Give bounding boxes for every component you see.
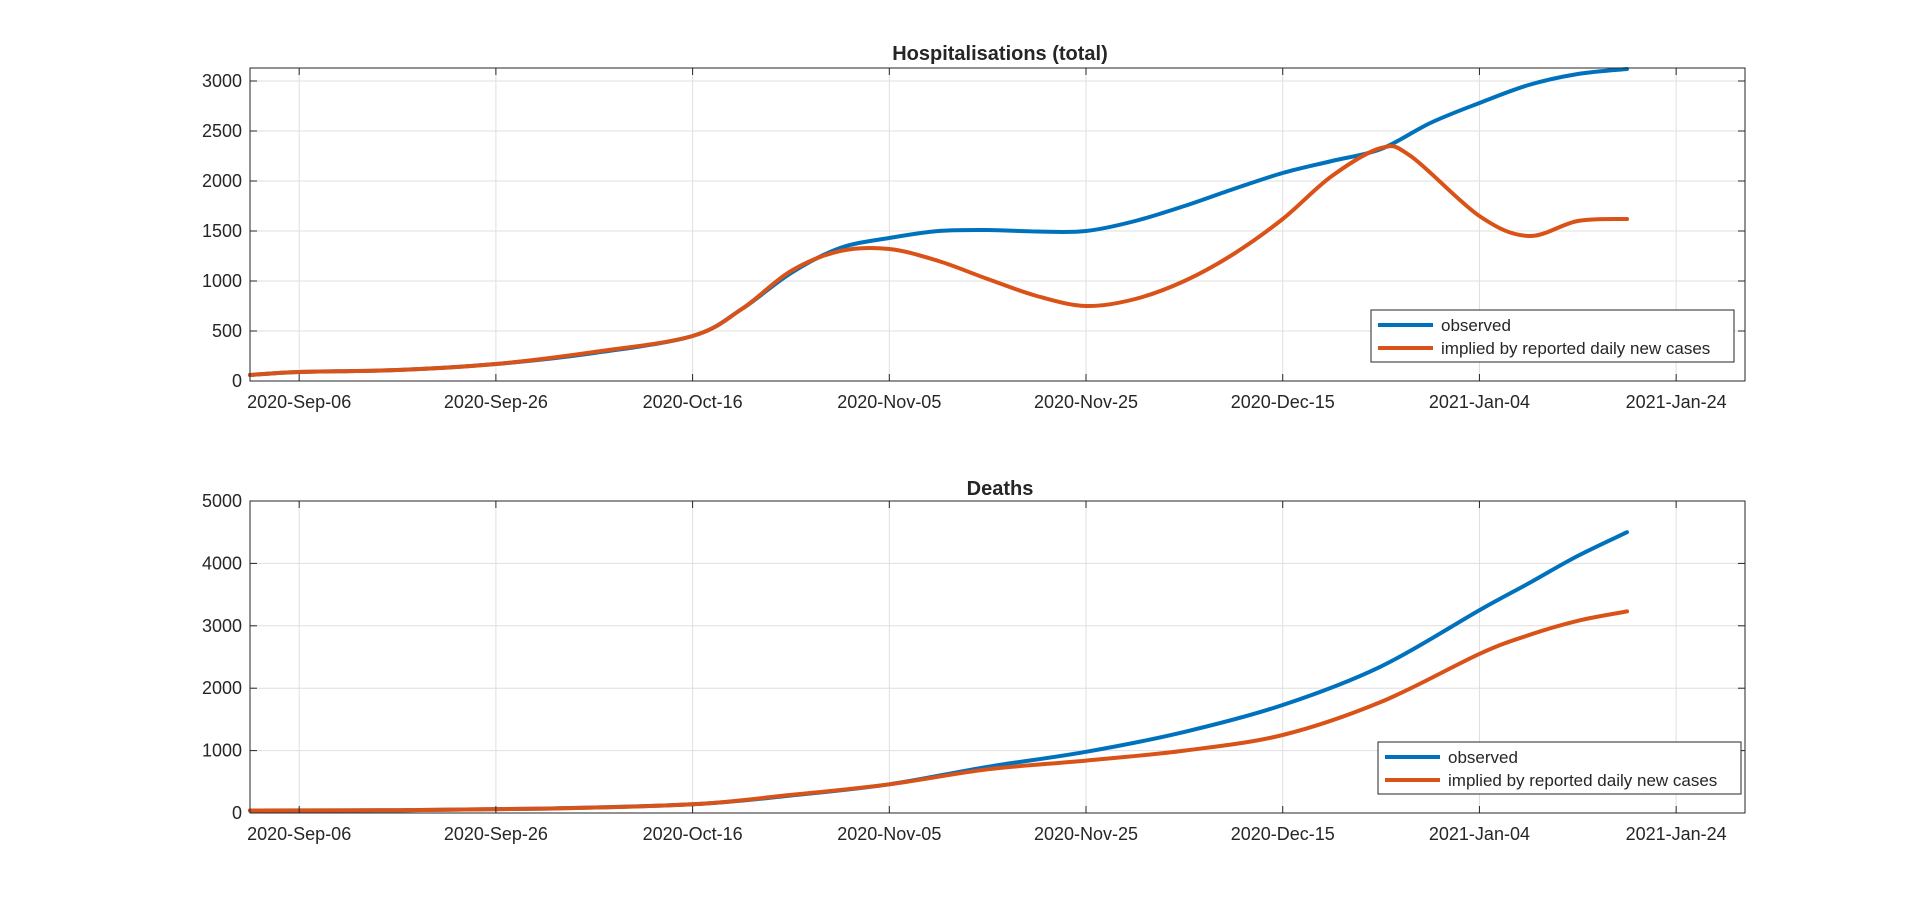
hospitalisations-x-tick-label: 2020-Nov-25 — [1034, 392, 1138, 412]
hospitalisations-x-tick-label: 2020-Sep-26 — [444, 392, 548, 412]
deaths-y-tick-label: 5000 — [202, 491, 242, 511]
hospitalisations-x-tick-label: 2020-Nov-05 — [837, 392, 941, 412]
legend-observed-label: observed — [1441, 316, 1511, 335]
hospitalisations-y-tick-label: 1000 — [202, 271, 242, 291]
hospitalisations-x-tick-label: 2021-Jan-24 — [1626, 392, 1727, 412]
hospitalisations-y-tick-label: 2000 — [202, 171, 242, 191]
deaths-x-tick-label: 2021-Jan-24 — [1626, 824, 1727, 844]
deaths-y-tick-label: 1000 — [202, 741, 242, 761]
hospitalisations-axes-box — [249, 67, 1746, 382]
legend-observed-label: observed — [1448, 748, 1518, 767]
deaths-x-tick-label: 2020-Oct-16 — [643, 824, 743, 844]
chart-title-hospitalisations: Hospitalisations (total) — [892, 43, 1108, 65]
deaths-lines — [248, 530, 1629, 813]
deaths-x-tick-label: 2020-Sep-06 — [247, 824, 351, 844]
hospitalisations-chart: Hospitalisations (total) 2020-Sep-06 2020… — [202, 43, 1746, 412]
hospitalisations-legend-box — [1370, 309, 1735, 363]
deaths-chart: Deaths 2020-Sep-06 2020-Sep-26 2020-Oct-16… — [202, 478, 1746, 844]
deaths-series-implied-line — [248, 609, 1629, 813]
deaths-y-tick-label: 3000 — [202, 616, 242, 636]
hospitalisations-ticks: 2020-Sep-06 2020-Sep-26 2020-Oct-16 2020-No… — [202, 68, 1745, 412]
hospitalisations-x-tick-label: 2020-Oct-16 — [643, 392, 743, 412]
chart-title-deaths: Deaths — [967, 478, 1034, 500]
hospitalisations-legend: observed implied by reported daily new c… — [1370, 309, 1735, 363]
deaths-x-tick-label: 2020-Dec-15 — [1231, 824, 1335, 844]
hospitalisations-x-tick-label: 2021-Jan-04 — [1429, 392, 1530, 412]
hospitalisations-y-tick-label: 0 — [232, 371, 242, 391]
hospitalisations-x-tick-label: 2020-Dec-15 — [1231, 392, 1335, 412]
hospitalisations-y-tick-label: 500 — [212, 321, 242, 341]
legend-implied-label: implied by reported daily new cases — [1448, 771, 1717, 790]
hospitalisations-series-implied-line — [248, 144, 1629, 377]
hospitalisations-y-tick-label: 2500 — [202, 121, 242, 141]
deaths-x-tick-label: 2020-Nov-25 — [1034, 824, 1138, 844]
hospitalisations-lines — [248, 67, 1629, 377]
deaths-y-tick-label: 0 — [232, 803, 242, 823]
deaths-y-tick-label: 4000 — [202, 553, 242, 573]
hospitalisations-y-tick-label: 3000 — [202, 71, 242, 91]
deaths-legend: observed implied by reported daily new c… — [1377, 741, 1742, 795]
legend-implied-label: implied by reported daily new cases — [1441, 339, 1710, 358]
deaths-x-tick-label: 2020-Nov-05 — [837, 824, 941, 844]
hospitalisations-x-tick-label: 2020-Sep-06 — [247, 392, 351, 412]
deaths-axes-box — [249, 500, 1746, 814]
deaths-x-tick-label: 2021-Jan-04 — [1429, 824, 1530, 844]
deaths-ticks: 2020-Sep-06 2020-Sep-26 2020-Oct-16 2020-No… — [202, 491, 1745, 844]
hospitalisations-y-tick-label: 1500 — [202, 221, 242, 241]
deaths-y-tick-label: 2000 — [202, 678, 242, 698]
deaths-x-tick-label: 2020-Sep-26 — [444, 824, 548, 844]
deaths-legend-box — [1377, 741, 1742, 795]
